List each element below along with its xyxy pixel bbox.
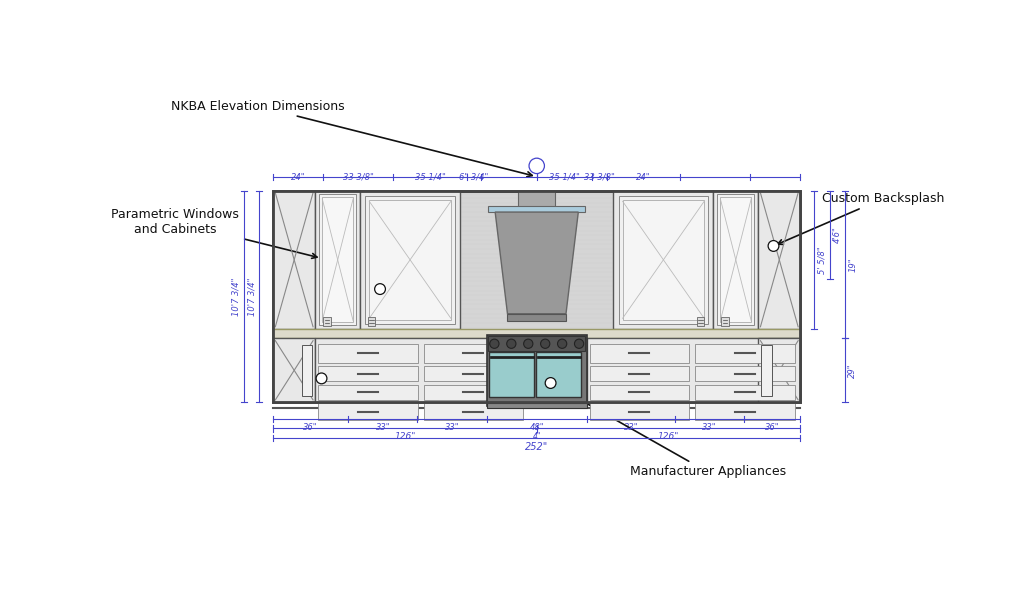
Circle shape (523, 339, 532, 348)
Text: 48": 48" (529, 423, 544, 432)
Text: 4": 4" (532, 432, 541, 441)
Bar (720, 197, 752, 322)
Text: 126": 126" (394, 432, 416, 441)
Text: 10'7 3/4": 10'7 3/4" (231, 277, 241, 315)
Bar (518, 190, 555, 208)
Bar (301, 345, 312, 396)
Bar (486, 335, 587, 406)
Bar (318, 384, 418, 400)
Bar (424, 344, 523, 363)
Bar (489, 352, 534, 397)
Bar (721, 317, 729, 326)
Bar (587, 339, 799, 402)
Bar (315, 190, 360, 329)
Bar (590, 366, 689, 381)
Text: 126": 126" (657, 432, 679, 441)
Bar (318, 366, 418, 381)
Text: 5' 5/8": 5' 5/8" (817, 246, 826, 274)
Bar (508, 314, 566, 321)
Text: NKBA Elevation Dimensions: NKBA Elevation Dimensions (171, 100, 532, 177)
Bar (486, 403, 587, 407)
Bar (424, 403, 523, 420)
Circle shape (557, 339, 566, 348)
Bar (613, 190, 714, 329)
Text: 24": 24" (636, 173, 651, 182)
Bar (590, 403, 689, 420)
Text: Manufacturer Appliances: Manufacturer Appliances (555, 385, 785, 479)
Text: 35 1/4": 35 1/4" (415, 173, 445, 182)
Bar (488, 206, 586, 212)
Text: 10'7 3/4": 10'7 3/4" (247, 277, 256, 315)
Text: 33": 33" (376, 423, 390, 432)
Bar (695, 403, 795, 420)
Text: Parametric Windows
and Cabinets: Parametric Windows and Cabinets (112, 208, 317, 259)
Bar (273, 190, 801, 402)
Bar (695, 344, 795, 363)
Bar (318, 403, 418, 420)
Bar (273, 339, 315, 402)
Circle shape (489, 339, 499, 348)
Circle shape (529, 158, 545, 174)
Circle shape (541, 339, 550, 348)
Text: 33 3/8": 33 3/8" (343, 173, 374, 182)
Bar (536, 352, 581, 397)
Bar (360, 190, 460, 329)
Bar (323, 317, 331, 326)
Bar (761, 345, 772, 396)
Bar (590, 344, 689, 363)
Bar (370, 200, 451, 320)
Bar (714, 190, 758, 329)
Bar (695, 366, 795, 381)
Text: 4'6": 4'6" (833, 226, 842, 243)
Text: Custom Backsplash: Custom Backsplash (778, 192, 944, 244)
Bar (424, 366, 523, 381)
Circle shape (574, 339, 584, 348)
Bar (758, 190, 801, 329)
Text: 35 1/4": 35 1/4" (549, 173, 580, 182)
Text: 6" 3/4": 6" 3/4" (459, 173, 488, 182)
Circle shape (507, 339, 516, 348)
Bar (366, 196, 455, 324)
Text: 33": 33" (624, 423, 638, 432)
Circle shape (545, 378, 556, 388)
Bar (618, 196, 708, 324)
Text: 252": 252" (525, 442, 549, 451)
Text: 36": 36" (303, 423, 318, 432)
Bar (319, 195, 356, 325)
Text: 33 3/8": 33 3/8" (584, 173, 615, 182)
Bar (323, 197, 353, 322)
Bar (695, 384, 795, 400)
Bar (315, 339, 527, 402)
Text: 24": 24" (291, 173, 305, 182)
Bar (273, 329, 801, 339)
Text: 252": 252" (528, 163, 545, 169)
Circle shape (375, 283, 385, 295)
Bar (623, 200, 705, 320)
Text: 29": 29" (848, 363, 857, 378)
Polygon shape (496, 212, 579, 314)
Circle shape (768, 241, 779, 251)
Bar (758, 339, 801, 402)
Text: 33": 33" (702, 423, 717, 432)
Text: 33": 33" (444, 423, 460, 432)
Bar (488, 336, 586, 352)
Text: 19": 19" (848, 257, 857, 272)
Bar (273, 190, 801, 402)
Bar (368, 317, 376, 326)
Bar (273, 190, 315, 329)
Circle shape (316, 373, 327, 384)
Bar (424, 384, 523, 400)
Bar (717, 195, 755, 325)
Text: 36": 36" (765, 423, 779, 432)
Bar (318, 344, 418, 363)
Bar (590, 384, 689, 400)
Bar (696, 317, 705, 326)
